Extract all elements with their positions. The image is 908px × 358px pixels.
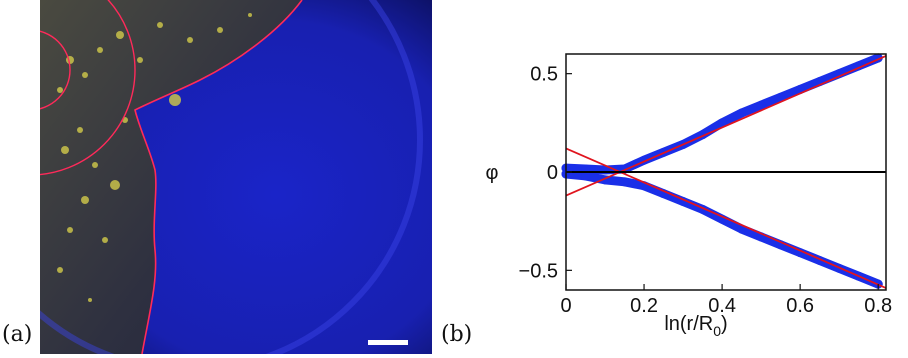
data-point-data-upper-11	[776, 92, 786, 102]
data-point-data-upper-9	[737, 108, 747, 118]
line-fit-upper	[565, 55, 887, 197]
y-tick-label-0: −0.5	[519, 260, 558, 282]
tissue-region	[40, 0, 302, 354]
y-tick-label-2: 0.5	[530, 64, 558, 86]
bright-speckles	[57, 13, 252, 302]
data-point-data-lower-1	[581, 171, 591, 181]
microscopy-image	[40, 0, 432, 354]
x-axis-label-sub: 0	[713, 323, 721, 339]
series-band-data-lower	[561, 169, 883, 289]
series-band-data-upper	[561, 53, 883, 175]
faint-ring	[40, 0, 423, 354]
y-axis-label: φ	[486, 162, 499, 184]
red-circle-outer	[40, 0, 136, 176]
data-point-data-upper-10	[756, 100, 766, 110]
x-tick-label-1: 0.2	[630, 295, 658, 317]
x-axis-label: ln(r/R0)	[664, 313, 727, 339]
panel-label-a: (a)	[2, 322, 33, 347]
x-axis-label-close: )	[721, 313, 728, 335]
panel-label-b: (b)	[441, 322, 473, 347]
line-fit-lower	[565, 147, 887, 289]
x-tick-label-2: 0.4	[708, 295, 736, 317]
chart-ticks: 0 0.2 0.4 0.6 0.8−0.500.5	[519, 64, 893, 317]
y-tick-label-1: 0	[547, 162, 558, 184]
red-circle-inner	[40, 30, 71, 110]
data-point-data-lower-3	[620, 177, 630, 187]
chart-marks	[561, 53, 887, 289]
scale-bar	[368, 340, 408, 345]
x-axis-label-main: ln(r/R	[664, 313, 713, 335]
x-tick-label-4: 0.8	[864, 295, 892, 317]
chart-area: 0 0.2 0.4 0.6 0.8 −0.5 0 0.5 φ ln(r/R0)	[470, 44, 908, 358]
data-point-data-upper-8	[717, 118, 727, 128]
x-tick-label-0: 0	[560, 295, 571, 317]
x-tick-label-3: 0.6	[786, 295, 814, 317]
chart-svg: 0 0.2 0.4 0.6 0.8−0.500.5 φ ln(r/R0)	[486, 53, 893, 339]
front-outline	[134, 0, 303, 354]
